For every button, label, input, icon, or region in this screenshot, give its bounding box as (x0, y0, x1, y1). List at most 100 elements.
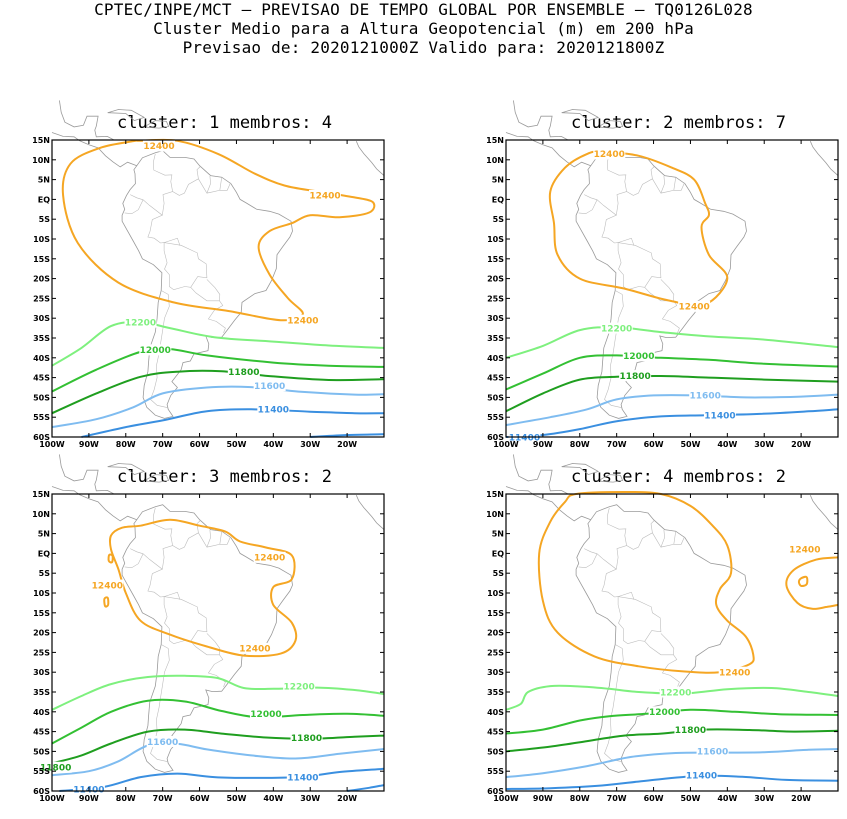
island-coastline (600, 474, 624, 483)
country-border (172, 166, 201, 196)
contour-label: 12400 (92, 581, 123, 591)
lon-label: 50W (680, 794, 700, 803)
country-border (661, 654, 680, 688)
lat-label: 15N (486, 136, 504, 145)
lat-label: 25S (33, 294, 50, 303)
map-frame: 15N 10N 5N EQ 5S 10S 15S 20S 25S 30S 35S 40S 45S 50S 5… (486, 136, 839, 449)
contour-labels: 12400 12400 12200 12000 11800 11600 11400 (648, 543, 821, 781)
country-border (206, 529, 211, 548)
contour-label-background (39, 761, 72, 773)
contour-12000 (505, 354, 839, 391)
contour-label-background (648, 706, 681, 718)
map-panel-cluster-2: cluster: 2 membros: 7 12400 12400 12200 120… (466, 100, 847, 463)
contour-label: 11400 (704, 412, 735, 422)
lon-label: 30W (300, 440, 320, 449)
lon-label: 20W (791, 794, 811, 803)
country-border (617, 242, 662, 291)
contour-label-background (685, 769, 718, 781)
central-america-coastline (513, 454, 569, 495)
country-border (212, 177, 222, 193)
lat-label: 45S (33, 728, 50, 737)
lon-label: 80W (116, 440, 136, 449)
lat-label: 50S (33, 747, 50, 756)
contour-label: 11600 (697, 748, 728, 758)
contour-label-background (238, 642, 271, 654)
country-border (207, 300, 226, 334)
contour-12400 (548, 150, 729, 307)
lat-label: 10N (486, 156, 504, 165)
contour-label: 12400 (309, 192, 340, 202)
contour-label-background (142, 140, 175, 152)
country-border (661, 300, 680, 334)
lon-label: 40W (263, 794, 283, 803)
lat-label: 60S (487, 787, 504, 796)
island-coastline (561, 109, 600, 122)
country-border (153, 507, 173, 570)
contour-label: 11800 (40, 764, 71, 774)
contour-12200 (51, 321, 385, 367)
chart-header: CPTEC/INPE/MCT – PREVISAO DE TEMPO GLOBA… (0, 0, 847, 57)
contour-label-background (674, 724, 707, 736)
contour-label-background (91, 579, 124, 591)
geopotential-contours (505, 490, 839, 790)
header-line-3: Previsao de: 2020121000Z Valido para: 20… (182, 38, 665, 57)
contour-label: 11800 (675, 726, 706, 736)
lat-label: EQ (492, 195, 504, 204)
country-border (206, 175, 211, 194)
lat-label: 15S (487, 609, 504, 618)
lat-label: 5S (493, 569, 505, 578)
contour-label-background (249, 708, 282, 720)
contour-12000 (51, 698, 385, 745)
lat-label: 15S (487, 255, 504, 264)
lat-label: 20S (487, 629, 504, 638)
country-border (124, 199, 144, 215)
lat-label: 40S (33, 354, 50, 363)
map-plot: 12400 12400 12400 12200 12000 11800 11800 11600… (32, 454, 385, 803)
map-border (505, 493, 839, 792)
lon-label: 20W (337, 794, 357, 803)
lat-label: 20S (33, 275, 50, 284)
lat-label: 15N (486, 490, 504, 499)
lon-label: 20W (791, 440, 811, 449)
contour-12400 (785, 556, 839, 610)
contour-11800 (51, 728, 385, 765)
landmass (505, 454, 839, 773)
country-border (212, 531, 222, 547)
geopotential-contours (51, 518, 385, 792)
lat-label: 10S (487, 589, 504, 598)
contour-label-background (689, 389, 722, 401)
country-border (673, 182, 685, 191)
map-border (51, 493, 385, 792)
map-frame: 15N 10N 5N EQ 5S 10S 15S 20S 25S 30S 35S 40S 45S 50S 5… (32, 490, 385, 803)
lon-label: 60W (190, 794, 210, 803)
lon-label: 50W (680, 440, 700, 449)
contour-12400 (797, 575, 809, 588)
contour-label-background (659, 686, 692, 698)
lat-label: 10N (32, 156, 50, 165)
lat-label: 15N (32, 490, 50, 499)
lon-label: 30W (754, 794, 774, 803)
contour-11600 (505, 393, 839, 427)
lat-label: EQ (38, 549, 50, 558)
landmass (51, 454, 385, 773)
lon-label: 70W (153, 794, 173, 803)
contour-label: 12200 (601, 324, 632, 334)
country-border (164, 237, 181, 246)
africa-coastline (809, 494, 839, 531)
contour-12400 (108, 518, 298, 658)
contour-label: 11600 (690, 392, 721, 402)
lon-label: 30W (754, 440, 774, 449)
lon-label: 70W (607, 794, 627, 803)
contour-label-background (290, 732, 323, 744)
contour-label: 11800 (291, 734, 322, 744)
lon-label: 90W (533, 440, 553, 449)
contour-11600 (51, 742, 385, 777)
contour-label: 12000 (140, 346, 171, 356)
contour-label-background (788, 543, 821, 555)
contour-label: 12400 (254, 554, 285, 564)
lat-label: 15S (33, 255, 50, 264)
lat-label: 5S (39, 569, 51, 578)
contour-label-background (718, 666, 751, 678)
island-coastline (107, 463, 146, 476)
africa-coastline (355, 494, 385, 531)
